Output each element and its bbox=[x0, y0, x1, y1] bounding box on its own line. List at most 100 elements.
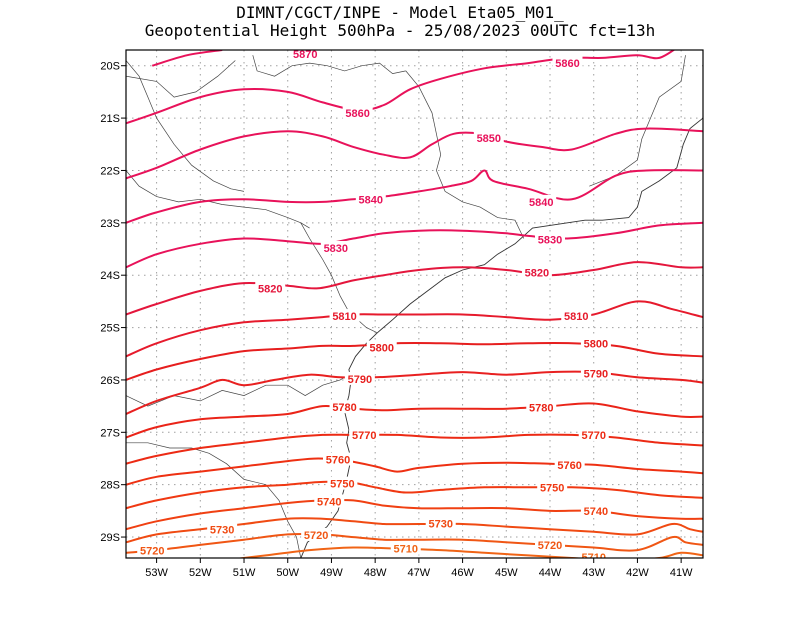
state-border bbox=[126, 170, 310, 229]
contour-labels: 5870 5860 5860 5850 5840 5840 5830 5830 5820 5820… bbox=[137, 49, 611, 564]
contour-label-bg bbox=[207, 522, 238, 536]
lat-tick-label: 25S bbox=[100, 323, 120, 335]
lon-tick-label: 50W bbox=[276, 567, 299, 579]
contour-label-bg bbox=[526, 400, 557, 414]
contour-label-bg bbox=[578, 427, 609, 441]
contour-line-5860 bbox=[126, 50, 676, 125]
contour-line-5770 bbox=[126, 433, 703, 465]
contour-label-bg bbox=[366, 340, 397, 354]
contour-label-bg bbox=[578, 549, 609, 558]
contour-label-5790: 5790 bbox=[348, 374, 372, 386]
contour-label-5710: 5710 bbox=[394, 544, 418, 556]
lat-tick-label: 29S bbox=[100, 532, 120, 544]
contour-label-5790: 5790 bbox=[584, 369, 608, 381]
contour-line-5850 bbox=[126, 127, 703, 180]
contour-line-5820 bbox=[126, 261, 703, 316]
state-border bbox=[126, 60, 245, 192]
lat-tick-label: 24S bbox=[100, 270, 120, 282]
lat-tick-label: 27S bbox=[100, 427, 120, 439]
contour-line-5740 bbox=[126, 498, 703, 531]
contour-label-5830: 5830 bbox=[324, 243, 348, 255]
contour-label-bg bbox=[580, 366, 611, 380]
title-line-2: Geopotential Height 500hPa - 25/08/2023 … bbox=[144, 21, 656, 40]
lat-tick-label: 23S bbox=[100, 218, 120, 230]
contour-label-bg bbox=[329, 309, 360, 323]
lon-tick-label: 52W bbox=[189, 567, 212, 579]
lon-tick-label: 53W bbox=[145, 567, 168, 579]
contour-label-5720: 5720 bbox=[304, 530, 328, 542]
contour-line-5870 bbox=[151, 50, 223, 67]
contour-label-bg bbox=[521, 265, 552, 279]
contour-label-5720: 5720 bbox=[140, 546, 164, 558]
state-border bbox=[405, 70, 525, 239]
state-border bbox=[126, 374, 350, 407]
contour-label-5860: 5860 bbox=[555, 58, 579, 70]
lat-tick-label: 28S bbox=[100, 480, 120, 492]
contour-label-bg bbox=[554, 457, 585, 471]
contour-label-bg bbox=[390, 541, 421, 555]
gridlines bbox=[126, 50, 703, 558]
lat-tick-label: 26S bbox=[100, 375, 120, 387]
state-border bbox=[126, 442, 302, 558]
contour-label-5710: 5710 bbox=[581, 552, 605, 564]
lon-tick-label: 43W bbox=[582, 567, 605, 579]
lon-tick-label: 46W bbox=[451, 567, 474, 579]
contour-label-bg bbox=[329, 400, 360, 414]
contour-label-5730: 5730 bbox=[210, 525, 234, 537]
contour-label-5730: 5730 bbox=[428, 518, 452, 530]
lat-tick-label: 20S bbox=[100, 61, 120, 73]
contour-label-bg bbox=[526, 194, 557, 208]
contour-label-5840: 5840 bbox=[529, 197, 553, 209]
contour-label-5810: 5810 bbox=[332, 311, 356, 323]
contour-label-5840: 5840 bbox=[359, 194, 383, 206]
contour-line-5710 bbox=[235, 546, 703, 558]
contour-label-bg bbox=[137, 543, 168, 557]
contour-label-bg bbox=[323, 452, 354, 466]
contour-label-bg bbox=[255, 281, 286, 295]
lat-tick-label: 21S bbox=[100, 113, 120, 125]
contour-label-5750: 5750 bbox=[540, 482, 564, 494]
contour-label-5750: 5750 bbox=[330, 479, 354, 491]
contour-label-5760: 5760 bbox=[557, 460, 581, 472]
contour-line-5780 bbox=[126, 402, 703, 439]
contour-label-bg bbox=[580, 336, 611, 350]
contour-label-bg bbox=[561, 309, 592, 323]
contour-label-bg bbox=[535, 232, 566, 246]
contour-label-bg bbox=[314, 494, 345, 508]
lon-tick-label: 42W bbox=[626, 567, 649, 579]
contour-label-5740: 5740 bbox=[584, 506, 608, 518]
contour-label-bg bbox=[344, 371, 375, 385]
contour-label-5740: 5740 bbox=[317, 496, 341, 508]
contour-line-5830 bbox=[126, 221, 703, 269]
contour-label-5820: 5820 bbox=[525, 268, 549, 280]
contour-line-5720 bbox=[126, 532, 703, 554]
lat-tick-label: 22S bbox=[100, 165, 120, 177]
contour-line-5840 bbox=[126, 169, 703, 224]
contour-label-bg bbox=[473, 130, 504, 144]
lon-tick-label: 47W bbox=[408, 567, 431, 579]
contour-label-bg bbox=[342, 105, 373, 119]
contour-label-5780: 5780 bbox=[529, 403, 553, 415]
contour-label-bg bbox=[425, 516, 456, 530]
contour-line-5750 bbox=[126, 480, 703, 510]
contour-label-bg bbox=[535, 537, 566, 551]
contour-label-5800: 5800 bbox=[584, 338, 608, 350]
contour-label-5820: 5820 bbox=[258, 283, 282, 295]
contour-label-5810: 5810 bbox=[564, 311, 588, 323]
contour-label-5760: 5760 bbox=[326, 455, 350, 467]
lon-tick-label: 49W bbox=[320, 567, 343, 579]
contour-label-5870: 5870 bbox=[293, 49, 317, 61]
map-frame bbox=[125, 49, 704, 559]
contour-label-5800: 5800 bbox=[369, 342, 393, 354]
lon-tick-label: 48W bbox=[364, 567, 387, 579]
lon-tick-label: 51W bbox=[233, 567, 256, 579]
contour-label-bg bbox=[327, 476, 358, 490]
lon-tick-label: 44W bbox=[539, 567, 562, 579]
contour-layer bbox=[126, 50, 703, 558]
contour-label-5770: 5770 bbox=[581, 430, 605, 442]
contour-label-5830: 5830 bbox=[538, 235, 562, 247]
contour-label-bg bbox=[320, 240, 351, 254]
contour-label-5720: 5720 bbox=[538, 540, 562, 552]
contour-label-bg bbox=[552, 56, 583, 70]
